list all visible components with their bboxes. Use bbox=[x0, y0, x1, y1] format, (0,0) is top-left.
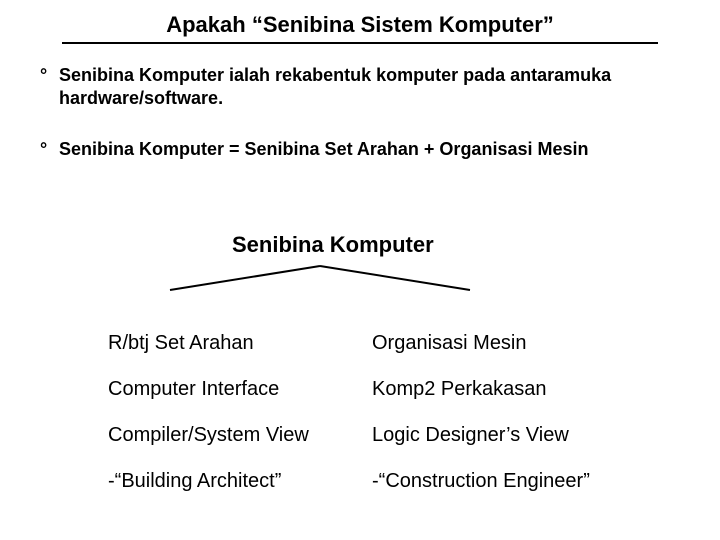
left-col-item: R/btj Set Arahan bbox=[108, 320, 309, 366]
title-rule bbox=[62, 42, 658, 44]
left-column: R/btj Set Arahan Computer Interface Comp… bbox=[108, 320, 309, 504]
subheading: Senibina Komputer bbox=[232, 232, 434, 258]
bullet-text: Senibina Komputer = Senibina Set Arahan … bbox=[59, 138, 659, 161]
branch-connector bbox=[160, 262, 480, 302]
branch-left-line bbox=[170, 266, 320, 290]
right-col-item: Logic Designer’s View bbox=[372, 412, 590, 458]
right-col-item: -“Construction Engineer” bbox=[372, 458, 590, 504]
right-col-item: Organisasi Mesin bbox=[372, 320, 590, 366]
left-col-item: Compiler/System View bbox=[108, 412, 309, 458]
left-col-item: -“Building Architect” bbox=[108, 458, 309, 504]
slide: Apakah “Senibina Sistem Komputer” ° Seni… bbox=[0, 0, 720, 540]
right-col-item: Komp2 Perkakasan bbox=[372, 366, 590, 412]
branch-right-line bbox=[320, 266, 470, 290]
bullet-marker: ° bbox=[40, 64, 54, 87]
page-title: Apakah “Senibina Sistem Komputer” bbox=[0, 12, 720, 38]
bullet-2: ° Senibina Komputer = Senibina Set Araha… bbox=[40, 138, 659, 161]
bullet-1: ° Senibina Komputer ialah rekabentuk kom… bbox=[40, 64, 659, 109]
bullet-text: Senibina Komputer ialah rekabentuk kompu… bbox=[59, 64, 659, 109]
left-col-item: Computer Interface bbox=[108, 366, 309, 412]
right-column: Organisasi Mesin Komp2 Perkakasan Logic … bbox=[372, 320, 590, 504]
bullet-marker: ° bbox=[40, 138, 54, 161]
